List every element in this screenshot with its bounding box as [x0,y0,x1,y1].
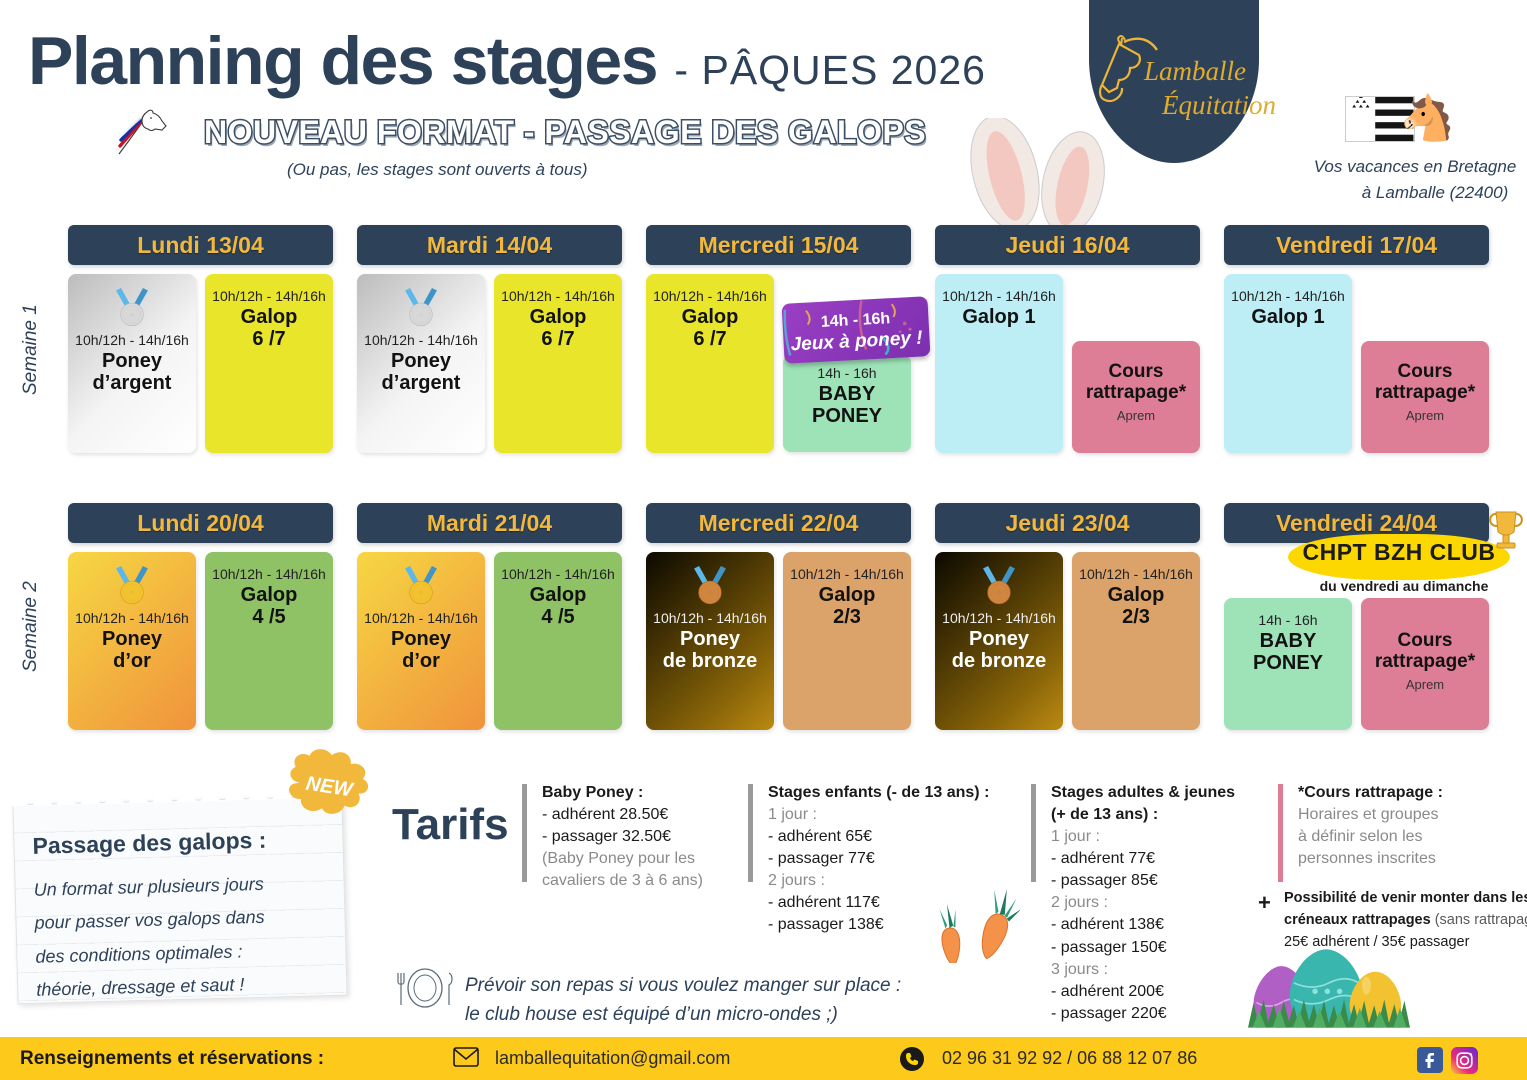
svg-text:14h - 16h: 14h - 16h [820,310,890,331]
svg-text:Jeux à poney !: Jeux à poney ! [790,328,923,356]
